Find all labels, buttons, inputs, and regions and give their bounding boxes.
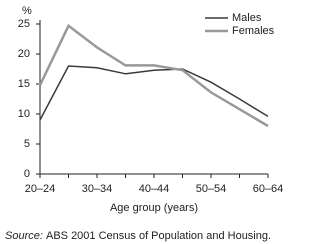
x-tick-label: 60–64 <box>253 183 284 195</box>
series-line <box>39 65 269 121</box>
y-tick-label: 25 <box>18 18 30 30</box>
series-line <box>38 23 269 128</box>
source-label: Source: <box>5 230 43 242</box>
x-tick-label: 40–44 <box>139 183 170 195</box>
y-unit: % <box>22 5 32 17</box>
y-tick-label: 20 <box>18 48 30 60</box>
y-tick-label: 15 <box>18 78 30 90</box>
x-tick-label: 20–24 <box>25 183 56 195</box>
x-tick-label: 50–54 <box>196 183 227 195</box>
x-axis-label: Age group (years) <box>110 202 198 214</box>
legend-label: Females <box>232 25 275 37</box>
y-tick-label: 0 <box>24 168 30 180</box>
x-tick-label: 30–34 <box>82 183 113 195</box>
y-tick-label: 10 <box>18 108 30 120</box>
source: ABS 2001 Census of Population and Housin… <box>46 230 271 242</box>
chart: % Age group (years) Source: ABS 2001 Cen… <box>5 5 284 242</box>
legend-label: Males <box>232 12 262 24</box>
y-tick-label: 5 <box>24 138 30 150</box>
